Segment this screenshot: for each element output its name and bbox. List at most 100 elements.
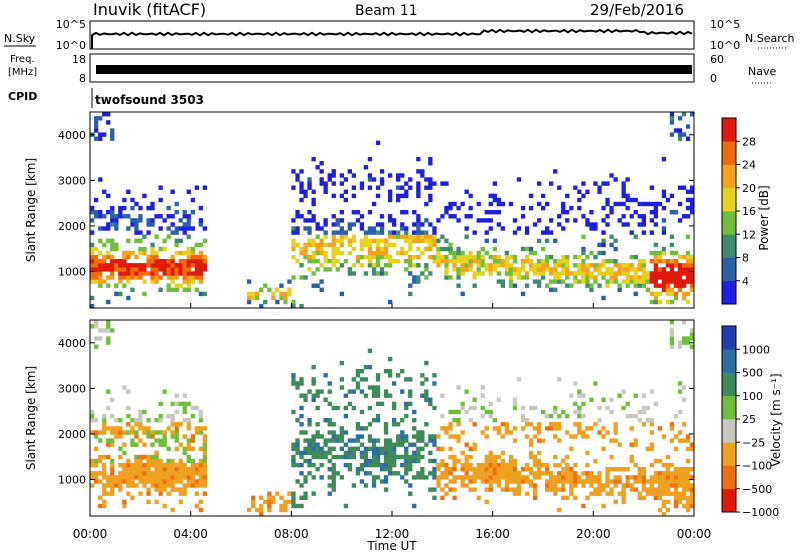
heatmap-cell	[412, 450, 417, 456]
heatmap-cell	[130, 205, 135, 211]
heatmap-cell	[122, 267, 127, 272]
heatmap-cell	[645, 479, 650, 484]
heatmap-cell	[267, 507, 272, 513]
heatmap-cell	[416, 430, 421, 435]
heatmap-cell	[460, 479, 465, 484]
heatmap-cell	[154, 418, 159, 423]
heatmap-cell	[343, 393, 348, 398]
heatmap-cell	[162, 246, 167, 252]
heatmap-cell	[508, 267, 514, 272]
heatmap-cell	[444, 475, 449, 480]
heatmap-cell	[202, 263, 207, 268]
heatmap-cell	[102, 214, 107, 219]
heatmap-cell	[621, 214, 626, 219]
freq-trace	[96, 65, 692, 74]
heatmap-cell	[537, 218, 542, 223]
heatmap-cell	[420, 234, 425, 239]
heatmap-cell	[440, 475, 445, 480]
heatmap-cell	[456, 250, 461, 256]
heatmap-cell	[665, 299, 671, 305]
heatmap-cell	[392, 218, 397, 223]
heatmap-cell	[408, 291, 413, 297]
heatmap-cell	[412, 230, 417, 235]
heatmap-cell	[319, 279, 324, 284]
heatmap-cell	[613, 479, 618, 484]
heatmap-cell	[532, 462, 538, 468]
heatmap-cell	[424, 275, 429, 280]
heatmap-cell	[605, 279, 610, 284]
heatmap-cell	[500, 450, 505, 456]
heatmap-cell	[690, 185, 695, 190]
heatmap-cell	[383, 263, 389, 268]
heatmap-cell	[440, 214, 445, 219]
heatmap-cell	[130, 483, 135, 488]
heatmap-cell	[633, 393, 638, 398]
heatmap-cell	[186, 471, 191, 476]
heatmap-cell	[520, 467, 526, 472]
heatmap-cell	[150, 475, 155, 480]
heatmap-cell	[154, 259, 159, 264]
heatmap-cell	[685, 487, 691, 492]
heatmap-cell	[428, 181, 433, 186]
heatmap-cell	[106, 250, 111, 256]
heatmap-cell	[665, 491, 671, 496]
heatmap-cell	[98, 454, 103, 460]
heatmap-cell	[388, 462, 393, 468]
heatmap-cell	[629, 279, 634, 284]
heatmap-cell	[392, 222, 397, 227]
heatmap-cell	[681, 471, 687, 476]
heatmap-cell	[98, 136, 103, 141]
heatmap-cell	[581, 259, 586, 264]
heatmap-cell	[504, 267, 509, 272]
heatmap-cell	[601, 250, 606, 256]
heatmap-cell	[488, 479, 493, 484]
heatmap-cell	[379, 450, 385, 456]
heatmap-cell	[553, 426, 558, 431]
heatmap-cell	[90, 295, 95, 301]
heatmap-cell	[488, 218, 493, 223]
heatmap-cell	[134, 483, 139, 488]
heatmap-cell	[569, 483, 574, 488]
heatmap-cell	[593, 263, 598, 268]
heatmap-cell	[102, 462, 107, 468]
heatmap-cell	[102, 426, 107, 431]
colorbar-swatch	[722, 118, 736, 142]
heatmap-cell	[653, 267, 658, 272]
heatmap-cell	[371, 271, 377, 276]
heatmap-cell	[412, 418, 417, 423]
heatmap-cell	[110, 471, 115, 476]
heatmap-cell	[158, 458, 163, 464]
heatmap-cell	[436, 250, 441, 256]
heatmap-cell	[299, 275, 304, 280]
heatmap-cell	[347, 267, 352, 272]
heatmap-cell	[669, 344, 675, 349]
heatmap-cell	[371, 438, 377, 443]
heatmap-cell	[327, 430, 332, 435]
heatmap-cell	[460, 462, 465, 468]
heatmap-cell	[166, 483, 171, 488]
heatmap-cell	[299, 303, 304, 309]
heatmap-cell	[621, 185, 626, 190]
heatmap-cell	[665, 467, 671, 472]
heatmap-cell	[480, 467, 485, 472]
heatmap-cell	[98, 430, 103, 435]
heatmap-cell	[673, 487, 679, 492]
heatmap-cell	[665, 259, 671, 264]
heatmap-cell	[677, 495, 683, 500]
heatmap-cell	[259, 503, 264, 509]
heatmap-cell	[428, 177, 433, 182]
heatmap-cell	[613, 201, 618, 207]
heatmap-cell	[476, 471, 481, 476]
colorbar-swatch	[722, 349, 736, 373]
heatmap-cell	[90, 246, 95, 252]
heatmap-cell	[110, 136, 115, 141]
heatmap-cell	[492, 267, 497, 272]
heatmap-cell	[303, 242, 308, 248]
heatmap-cell	[347, 462, 352, 468]
heatmap-cell	[307, 181, 312, 186]
heatmap-cell	[130, 430, 135, 435]
heatmap-cell	[404, 438, 409, 443]
heatmap-cell	[130, 263, 135, 268]
heatmap-cell	[561, 471, 566, 476]
heatmap-cell	[520, 413, 526, 419]
